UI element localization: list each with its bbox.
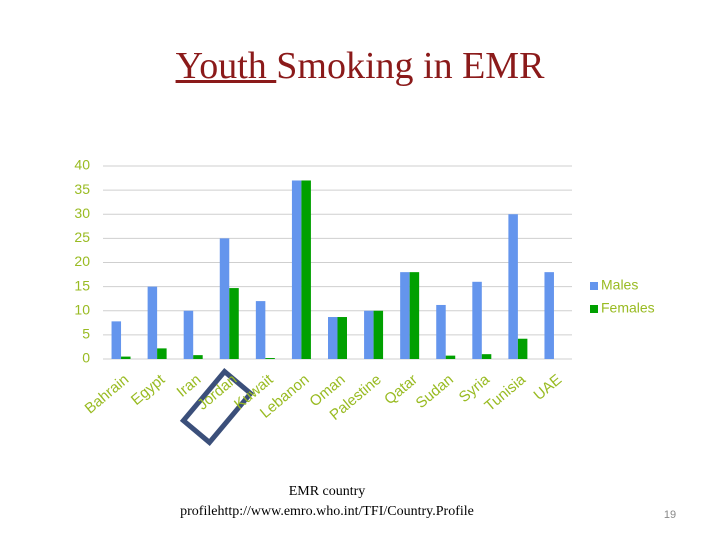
y-tick-label: 20	[74, 253, 90, 269]
x-tick-label: Tunisia	[481, 371, 529, 415]
y-tick-label: 35	[74, 181, 90, 197]
bar	[301, 180, 311, 359]
bar	[337, 317, 347, 359]
bar	[291, 180, 302, 359]
x-tick-label: Egypt	[128, 371, 169, 409]
bar	[111, 321, 122, 359]
legend-swatch	[590, 282, 598, 290]
bar	[157, 348, 167, 359]
title-underlined: Youth	[175, 45, 277, 87]
y-tick-label: 25	[74, 229, 90, 245]
slide-title: Youth Smoking in EMR	[0, 44, 720, 88]
bar	[183, 310, 194, 359]
y-tick-label: 40	[74, 157, 90, 173]
bar	[436, 304, 446, 359]
bar	[472, 281, 482, 359]
footer-line: profilehttp://www.emro.who.int/TFI/Count…	[180, 504, 474, 519]
legend-label: Females	[601, 300, 655, 316]
bar	[508, 214, 518, 359]
bar	[265, 358, 275, 359]
bar	[219, 238, 230, 359]
bar	[364, 310, 374, 359]
bar	[544, 272, 554, 359]
bar	[481, 354, 492, 359]
highlight-box	[179, 368, 255, 446]
y-tick-label: 30	[74, 205, 90, 221]
bar	[409, 272, 420, 359]
bar	[121, 356, 131, 359]
bar	[147, 286, 158, 359]
bar	[255, 301, 266, 359]
page-number: 19	[664, 509, 676, 521]
bar	[445, 355, 456, 359]
bar	[328, 317, 338, 359]
title-rest: Smoking in EMR	[276, 45, 545, 87]
x-tick-label: UAE	[531, 371, 566, 404]
bar	[229, 288, 239, 359]
bar	[400, 272, 410, 359]
y-tick-label: 15	[74, 277, 90, 293]
bar	[193, 355, 203, 359]
x-tick-label: Sudan	[413, 371, 457, 412]
y-tick-label: 5	[82, 326, 90, 342]
bar	[373, 310, 384, 359]
legend-label: Males	[601, 277, 638, 293]
y-tick-label: 10	[74, 301, 90, 317]
y-tick-label: 0	[82, 350, 90, 366]
legend-swatch	[590, 305, 598, 313]
bar	[517, 338, 528, 359]
x-tick-label: Bahrain	[82, 371, 133, 417]
footer-line: EMR country	[289, 484, 366, 499]
